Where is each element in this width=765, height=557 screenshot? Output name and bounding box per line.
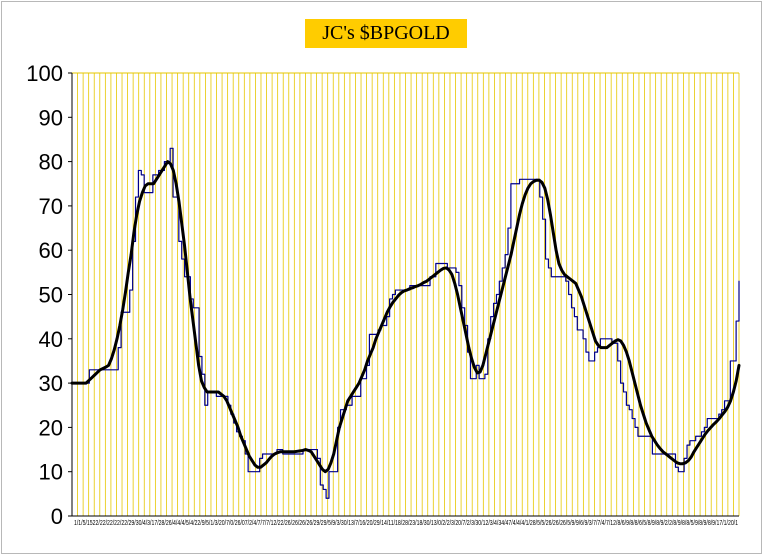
gridlines xyxy=(72,72,740,516)
series xyxy=(70,147,741,499)
y-tick-label: 10 xyxy=(39,460,63,485)
y-tick-label: 90 xyxy=(39,105,63,130)
y-tick-label: 40 xyxy=(39,327,63,352)
y-tick-label: 80 xyxy=(39,150,63,175)
y-tick-label: 20 xyxy=(39,415,63,440)
y-tick-label: 60 xyxy=(39,238,63,263)
y-tick-labels: 0 10 20 30 40 50 60 70 80 90 100 xyxy=(26,61,72,529)
y-tick-label: 70 xyxy=(39,194,63,219)
y-tick-label: 50 xyxy=(39,283,63,308)
chart-title: JC's $BPGOLD xyxy=(305,19,467,48)
y-tick-label: 30 xyxy=(39,371,63,396)
y-tick-label: 0 xyxy=(51,504,63,529)
x-tick-labels: 1/1/5/1522/22/22/22/22/29/30/4/3/17/28/2… xyxy=(74,520,738,527)
y-tick-label: 100 xyxy=(26,61,63,86)
series-smooth-line xyxy=(70,160,741,474)
